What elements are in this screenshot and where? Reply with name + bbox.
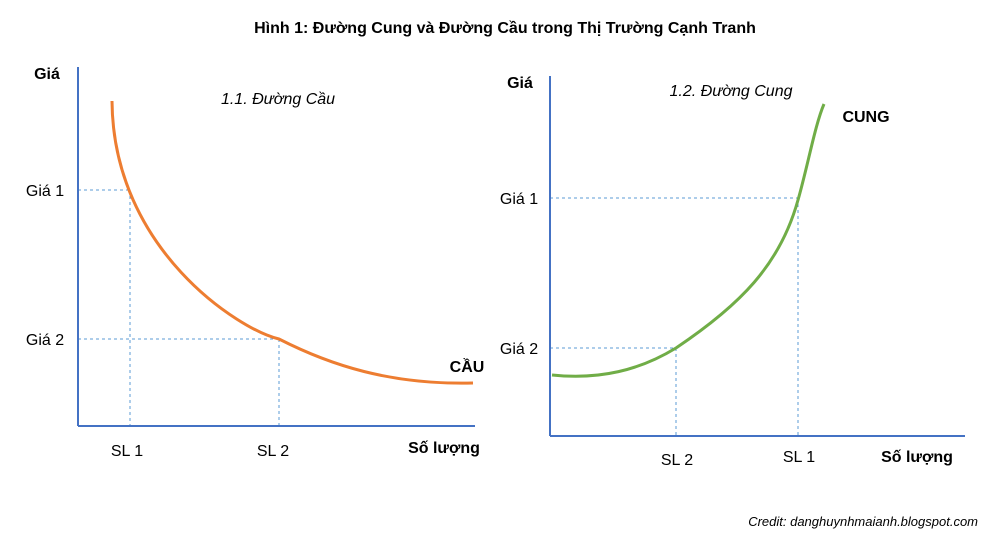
demand-x-tick-1: SL 1 — [111, 443, 143, 460]
demand-x-label: Số lượng — [408, 440, 480, 457]
demand-x-tick-2: SL 2 — [257, 443, 289, 460]
supply-chart: Giá Số lượng 1.2. Đường Cung CUNG Giá 1 … — [500, 75, 965, 469]
demand-curve — [110, 100, 474, 385]
demand-subtitle: 1.1. Đường Cầu — [221, 91, 335, 108]
supply-series-label: CUNG — [842, 109, 889, 126]
supply-x-tick-1: SL 2 — [661, 452, 693, 469]
figure-title: Hình 1: Đường Cung và Đường Cầu trong Th… — [254, 20, 756, 37]
supply-y-label: Giá — [507, 75, 533, 92]
supply-y-tick-1: Giá 1 — [500, 191, 538, 208]
credit-text: Credit: danghuynhmaianh.blogspot.com — [748, 514, 978, 529]
demand-y-tick-1: Giá 1 — [26, 183, 64, 200]
demand-chart: Giá Số lượng 1.1. Đường Cầu CẦU Giá 1 Gi… — [26, 66, 484, 460]
demand-series-label: CẦU — [450, 357, 485, 376]
supply-curve — [551, 103, 826, 378]
supply-y-tick-2: Giá 2 — [500, 341, 538, 358]
supply-x-tick-2: SL 1 — [783, 449, 815, 466]
demand-y-label: Giá — [34, 66, 60, 83]
supply-x-label: Số lượng — [881, 449, 953, 466]
demand-y-tick-2: Giá 2 — [26, 332, 64, 349]
supply-subtitle: 1.2. Đường Cung — [670, 83, 793, 100]
